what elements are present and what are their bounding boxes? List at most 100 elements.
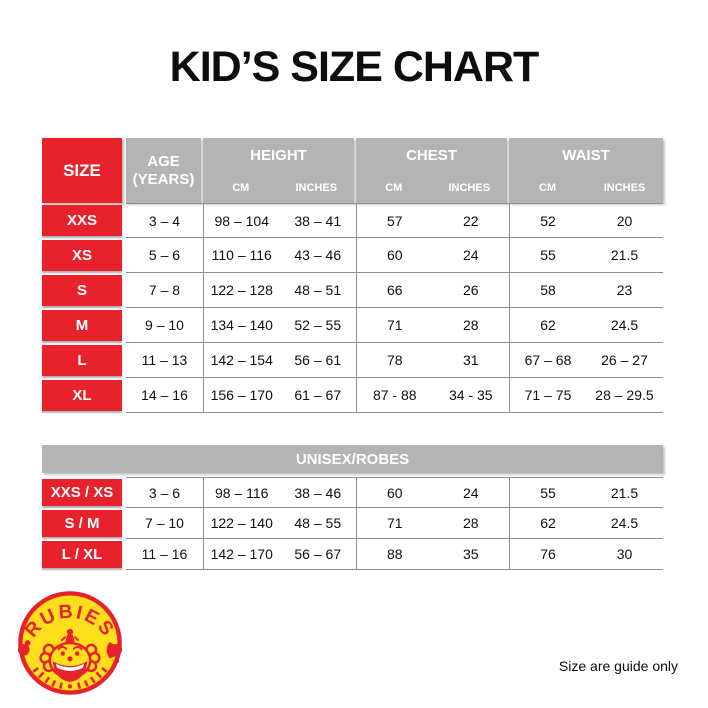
cell-chest-in: 26	[462, 282, 479, 298]
cell-chest-cm: 88	[356, 539, 433, 569]
waist-inches-column-label: INCHES	[603, 182, 646, 194]
row-values: 11 – 13 142 – 154 56 – 61 78 31 67 – 68 26 – 2…	[126, 343, 663, 378]
main-size-table: SIZE AGE (YEARS) HEIGHT CM INCHES CHEST …	[42, 138, 663, 413]
size-label: XXS	[42, 205, 122, 236]
cell-height-cm: 122 – 128	[203, 273, 280, 307]
size-label: L / XL	[42, 541, 122, 568]
cell-chest-cm: 57	[356, 204, 433, 237]
cell-height-cm: 142 – 170	[203, 539, 280, 569]
rubies-logo: RUBIES	[17, 591, 123, 695]
waist-group-label: WAIST	[562, 147, 610, 164]
footnote: Size are guide only	[558, 658, 678, 674]
cell-chest-in: 28	[462, 515, 479, 531]
chest-column-group-header: CHEST CM INCHES	[356, 138, 507, 203]
waist-subheaders: CM INCHES	[509, 182, 663, 203]
age-label-line2: (YEARS)	[132, 170, 195, 188]
waist-cm-column-label: CM	[538, 182, 557, 194]
cell-waist-in: 24.5	[610, 317, 639, 333]
unisex-robes-header: UNISEX/ROBES	[42, 445, 663, 473]
table-row: S 7 – 8 122 – 128 48 – 51 66 26 58 23	[42, 273, 663, 308]
cell-height-cm: 142 – 154	[203, 343, 280, 377]
cell-chest-in: 31	[462, 352, 479, 368]
cell-height-in: 52 – 55	[294, 317, 342, 333]
cell-chest-cm: 78	[356, 343, 433, 377]
cell-chest-cm: 66	[356, 273, 433, 307]
cell-waist-in: 23	[616, 282, 633, 298]
cell-waist-in: 28 – 29.5	[595, 387, 654, 403]
cell-height-in: 48 – 55	[294, 515, 342, 531]
cell-waist-in: 21.5	[610, 484, 639, 501]
cell-height-cm: 98 – 104	[203, 204, 280, 237]
table-row: S / M 7 – 10 122 – 140 48 – 55 71 28 62 24.5	[42, 508, 663, 539]
cell-age: 3 – 4	[148, 212, 181, 229]
table-row: XL 14 – 16 156 – 170 61 – 67 87 - 88 34 - 35 7…	[42, 378, 663, 413]
size-label: S / M	[42, 510, 122, 537]
page-title: KID’S SIZE CHART	[169, 43, 540, 91]
table-row: XXS / XS 3 – 6 98 – 116 38 – 46 60 24 55 21.5	[42, 477, 663, 508]
chest-cm-column-label: CM	[385, 182, 403, 194]
cell-age: 5 – 6	[148, 247, 181, 263]
cell-age: 9 – 10	[145, 317, 184, 333]
cell-waist-cm: 76	[509, 539, 586, 569]
cell-waist-cm: 52	[509, 204, 586, 237]
size-label: XXS / XS	[42, 479, 122, 506]
waist-column-group-header: WAIST CM INCHES	[509, 138, 663, 203]
table-row: L 11 – 13 142 – 154 56 – 61 78 31 67 – 68 26 – …	[42, 343, 663, 378]
cell-waist-cm: 55	[509, 238, 586, 272]
age-label-line1: AGE	[147, 152, 180, 170]
chest-subheaders: CM INCHES	[356, 182, 507, 203]
cell-chest-cm: 71	[356, 308, 433, 342]
size-label: S	[42, 275, 122, 306]
table-header-row: SIZE AGE (YEARS) HEIGHT CM INCHES CHEST …	[42, 138, 663, 203]
cell-height-cm: 156 – 170	[203, 378, 280, 412]
main-table-rows: XXS 3 – 4 98 – 104 38 – 41 57 22 52 20 XS 5 – 6 11…	[42, 203, 663, 413]
size-label: L	[42, 345, 122, 376]
row-values: 5 – 6 110 – 116 43 – 46 60 24 55 21.5	[126, 238, 663, 273]
cell-chest-in: 24	[462, 247, 479, 263]
cell-age: 7 – 8	[148, 282, 181, 298]
chest-inches-column-label: INCHES	[448, 182, 491, 194]
trademark-symbol: ™	[112, 659, 120, 668]
cell-height-in: 56 – 67	[294, 546, 342, 562]
cell-height-in: 56 – 61	[294, 352, 342, 368]
cell-height-in: 43 – 46	[294, 247, 342, 263]
cell-waist-cm: 62	[509, 508, 586, 538]
size-label: M	[42, 310, 122, 341]
cell-age: 3 – 6	[148, 484, 181, 501]
cell-height-cm: 134 – 140	[203, 308, 280, 342]
cell-chest-in: 35	[462, 546, 479, 562]
row-values: 3 – 4 98 – 104 38 – 41 57 22 52 20	[126, 203, 663, 238]
cell-waist-in: 26 – 27	[601, 352, 648, 368]
cell-waist-cm: 55	[509, 478, 586, 507]
cell-waist-cm: 71 – 75	[509, 378, 586, 412]
cell-chest-cm: 71	[356, 508, 433, 538]
age-column-header: AGE (YEARS)	[126, 138, 201, 203]
height-subheaders: CM INCHES	[203, 182, 354, 203]
cell-waist-in: 30	[616, 546, 633, 562]
cell-age: 11 – 13	[141, 352, 188, 368]
cell-age: 7 – 10	[145, 515, 184, 531]
height-inches-column-label: INCHES	[295, 182, 338, 194]
cell-chest-in: 22	[462, 212, 479, 229]
cell-chest-in: 28	[462, 317, 479, 333]
chest-group-label: CHEST	[406, 147, 457, 164]
size-label: XS	[42, 240, 122, 271]
cell-waist-in: 24.5	[610, 515, 639, 531]
size-label: XL	[42, 380, 122, 411]
cell-height-in: 38 – 41	[294, 212, 342, 229]
size-column-header: SIZE	[42, 138, 122, 203]
cell-height-cm: 122 – 140	[203, 508, 280, 538]
cell-age: 11 – 16	[141, 546, 188, 562]
cell-height-in: 38 – 46	[294, 484, 342, 501]
cell-waist-in: 20	[616, 212, 633, 229]
cell-height-cm: 110 – 116	[203, 238, 280, 272]
unisex-robes-table: UNISEX/ROBES XXS / XS 3 – 6 98 – 116 38 – 4…	[42, 445, 663, 570]
cell-waist-in: 21.5	[610, 247, 639, 263]
row-values: 3 – 6 98 – 116 38 – 46 60 24 55 21.5	[126, 477, 663, 508]
cell-waist-cm: 58	[509, 273, 586, 307]
row-values: 11 – 16 142 – 170 56 – 67 88 35 76 30	[126, 539, 663, 570]
cell-chest-cm: 60	[356, 478, 433, 507]
row-values: 7 – 10 122 – 140 48 – 55 71 28 62 24.5	[126, 508, 663, 539]
cell-height-in: 48 – 51	[294, 282, 342, 298]
row-values: 7 – 8 122 – 128 48 – 51 66 26 58 23	[126, 273, 663, 308]
